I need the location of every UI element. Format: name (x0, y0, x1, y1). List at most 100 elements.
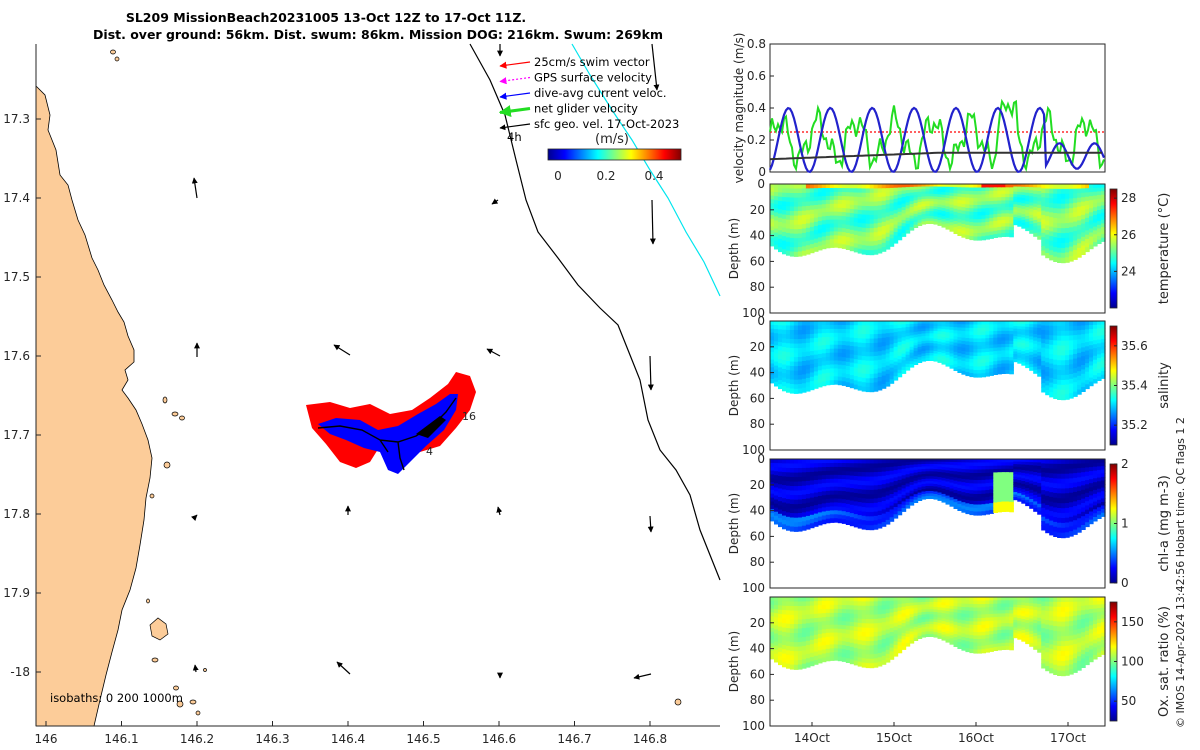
heatmap-cell (861, 614, 867, 620)
heatmap-cell (861, 658, 867, 664)
heatmap-cell (877, 222, 883, 228)
heatmap-cell (973, 219, 978, 224)
heatmap-cell (861, 476, 867, 482)
heatmap-cell (1069, 388, 1074, 394)
heatmap-cell (845, 625, 851, 631)
heatmap-cell (797, 655, 803, 661)
heatmap-cell (833, 184, 839, 189)
heatmap-cell (941, 323, 947, 327)
heatmap-cell (857, 218, 863, 224)
heatmap-cell (1017, 186, 1022, 190)
heatmap-cell (913, 472, 919, 476)
heatmap-cell (821, 471, 827, 476)
heatmap-cell (929, 357, 935, 361)
heatmap-cell (877, 244, 883, 250)
heatmap-cell (1077, 384, 1082, 391)
heatmap-cell (805, 489, 811, 495)
heatmap-cell (925, 468, 931, 472)
heatmap-cell (805, 382, 811, 388)
heatmap-cell (1069, 256, 1074, 262)
heatmap-cell (885, 216, 891, 222)
heatmap-cell (917, 609, 923, 614)
heatmap-cell (849, 204, 855, 210)
heatmap-cell (1101, 356, 1106, 361)
heatmap-cell (853, 492, 859, 498)
heatmap-cell (885, 345, 891, 351)
heatmap-cell (909, 631, 915, 635)
heatmap-cell (949, 189, 955, 194)
heatmap-cell (1021, 203, 1026, 207)
heatmap-cell (1085, 325, 1090, 330)
heatmap-cell (917, 352, 923, 356)
heatmap-cell (985, 358, 990, 363)
heatmap-cell (797, 366, 803, 372)
heatmap-cell (869, 334, 875, 340)
heatmap-cell (945, 357, 951, 361)
heatmap-cell (1005, 508, 1010, 512)
heatmap-cell (782, 463, 787, 469)
heatmap-cell (993, 505, 998, 510)
heatmap-cell (801, 503, 807, 509)
heatmap-cell (937, 333, 943, 338)
heatmap-cell (889, 501, 895, 507)
heatmap-cell (877, 333, 883, 339)
heatmap-cell (893, 611, 899, 617)
heatmap-cell (929, 631, 935, 635)
heatmap-cell (857, 209, 863, 215)
heatmap-cell (821, 515, 827, 521)
heatmap-cell (1037, 490, 1042, 494)
heatmap-cell (1049, 373, 1054, 379)
heatmap-cell (913, 186, 919, 190)
heatmap-cell (869, 610, 875, 616)
heatmap-cell (877, 601, 883, 607)
heatmap-cell (985, 334, 990, 339)
heatmap-cell (1069, 497, 1074, 503)
heatmap-cell (829, 356, 835, 362)
heatmap-cell (1033, 200, 1038, 205)
heatmap-cell (989, 354, 994, 359)
heatmap-cell (801, 628, 807, 634)
heatmap-cell (770, 462, 775, 468)
heatmap-cell (1045, 491, 1050, 497)
heatmap-cell (1009, 485, 1014, 490)
heatmap-cell (770, 375, 775, 380)
heatmap-cell (1101, 459, 1106, 464)
heatmap-cell (885, 188, 891, 193)
heatmap-cell (817, 483, 823, 489)
heatmap-cell (1029, 202, 1034, 207)
heatmap-cell (1061, 518, 1066, 524)
heatmap-cell (1021, 214, 1026, 218)
heatmap-cell (937, 625, 943, 629)
heatmap-cell (949, 335, 955, 340)
heatmap-cell (989, 348, 994, 353)
heatmap-cell (853, 463, 859, 468)
velocity-y-tick-label: 0.6 (747, 69, 766, 83)
heatmap-cell (873, 338, 879, 344)
heatmap-cell (1005, 481, 1010, 486)
heatmap-cell (1093, 214, 1098, 220)
heatmap-cell (897, 466, 903, 471)
heatmap-cell (945, 223, 951, 227)
heatmap-cell (809, 231, 815, 237)
heatmap-cell (877, 471, 883, 477)
heatmap-cell (778, 618, 783, 623)
heatmap-cell (774, 657, 779, 663)
heatmap-cell (909, 496, 915, 500)
heatmap-cell (853, 376, 859, 381)
heatmap-cell (793, 247, 799, 253)
heatmap-cell (985, 235, 990, 240)
heatmap-cell (782, 214, 787, 220)
heatmap-cell (913, 348, 919, 352)
heatmap-cell (917, 461, 923, 465)
heatmap-cell (813, 342, 819, 347)
heatmap-cell (833, 470, 839, 476)
heatmap-cell (973, 187, 978, 192)
heatmap-cell (1073, 368, 1078, 374)
heatmap-cell (889, 505, 895, 511)
heatmap-cell (786, 338, 791, 344)
heatmap-cell (1073, 524, 1078, 531)
heatmap-cell (1053, 222, 1058, 229)
heatmap-cell (929, 188, 935, 192)
heatmap-cell (1017, 218, 1022, 222)
heatmap-cell (1065, 247, 1070, 253)
